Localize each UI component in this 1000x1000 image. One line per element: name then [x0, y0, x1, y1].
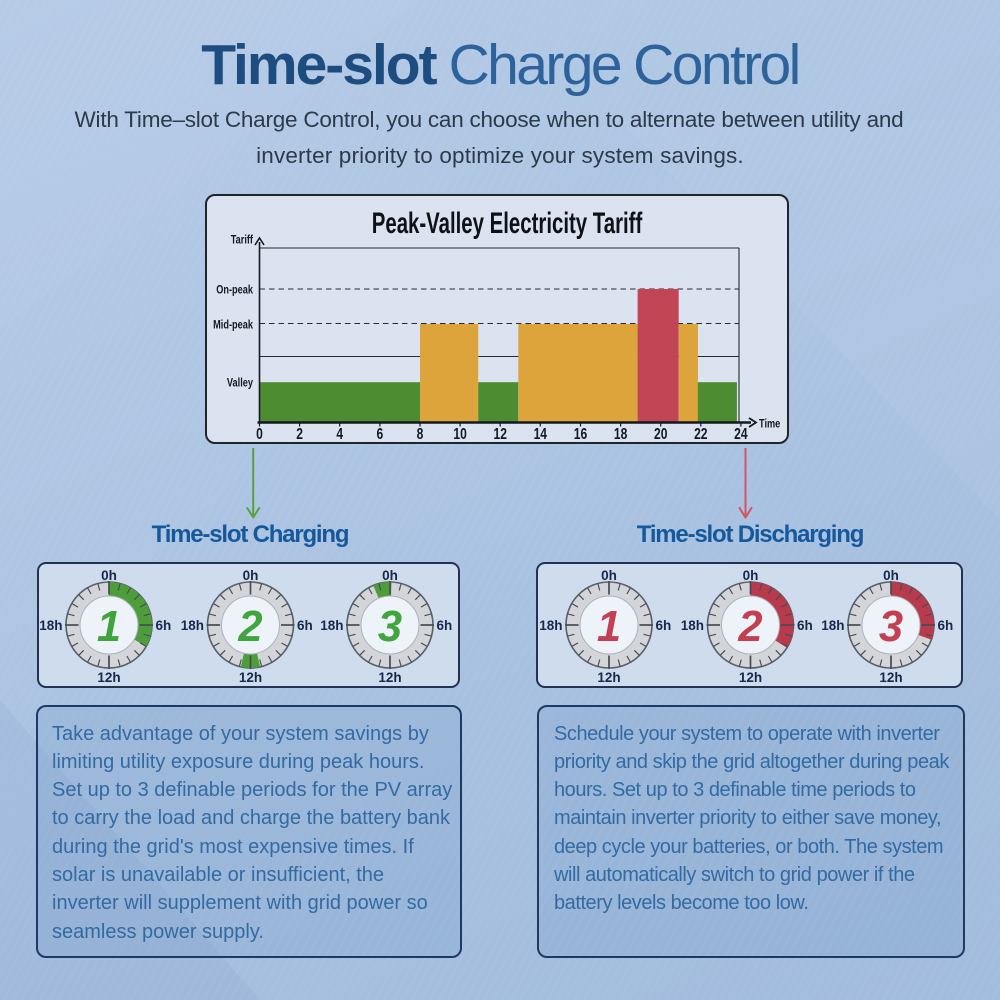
svg-text:18h: 18h — [539, 618, 562, 633]
svg-text:4: 4 — [336, 425, 343, 443]
svg-text:1: 1 — [97, 603, 121, 651]
svg-text:0h: 0h — [101, 568, 117, 583]
svg-text:0h: 0h — [883, 568, 899, 583]
svg-text:14: 14 — [534, 425, 548, 443]
svg-text:Tariff: Tariff — [231, 235, 254, 247]
svg-text:22: 22 — [694, 425, 708, 443]
svg-text:12h: 12h — [239, 670, 262, 685]
svg-text:On-peak: On-peak — [216, 285, 253, 297]
svg-text:0: 0 — [256, 425, 263, 443]
svg-text:1: 1 — [597, 603, 621, 651]
svg-text:2: 2 — [737, 603, 762, 651]
svg-text:18h: 18h — [821, 618, 844, 633]
svg-text:18h: 18h — [320, 618, 343, 633]
svg-text:12h: 12h — [739, 670, 762, 685]
svg-text:3: 3 — [378, 603, 402, 651]
svg-text:6h: 6h — [656, 618, 672, 633]
svg-text:3: 3 — [879, 603, 903, 651]
svg-text:2: 2 — [237, 603, 262, 651]
svg-text:6h: 6h — [797, 618, 813, 633]
svg-text:2: 2 — [296, 425, 303, 443]
svg-text:0h: 0h — [382, 568, 398, 583]
svg-text:Valley: Valley — [227, 378, 253, 390]
svg-text:Peak-Valley Electricity Tariff: Peak-Valley Electricity Tariff — [372, 207, 643, 240]
svg-text:18h: 18h — [181, 618, 204, 633]
svg-text:8: 8 — [417, 425, 424, 443]
svg-text:16: 16 — [574, 425, 588, 443]
svg-text:24: 24 — [734, 425, 748, 443]
svg-text:6h: 6h — [938, 618, 954, 633]
svg-text:0h: 0h — [601, 568, 617, 583]
svg-text:12: 12 — [493, 425, 507, 443]
svg-text:6: 6 — [377, 425, 384, 443]
svg-text:6h: 6h — [437, 618, 453, 633]
svg-text:Time: Time — [759, 419, 780, 431]
svg-text:10: 10 — [453, 425, 467, 443]
svg-text:6h: 6h — [297, 618, 313, 633]
svg-text:18h: 18h — [39, 618, 62, 633]
svg-text:18: 18 — [614, 425, 628, 443]
svg-text:0h: 0h — [243, 568, 259, 583]
svg-text:12h: 12h — [879, 670, 902, 685]
svg-text:0h: 0h — [743, 568, 759, 583]
svg-text:6h: 6h — [156, 618, 172, 633]
svg-text:18h: 18h — [681, 618, 704, 633]
svg-text:20: 20 — [654, 425, 668, 443]
svg-text:12h: 12h — [597, 670, 620, 685]
svg-text:12h: 12h — [97, 670, 120, 685]
svg-text:Mid-peak: Mid-peak — [213, 320, 253, 332]
svg-text:12h: 12h — [378, 670, 401, 685]
